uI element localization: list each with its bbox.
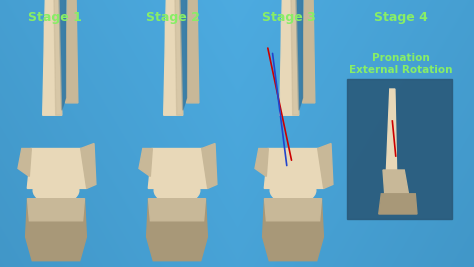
Polygon shape: [386, 89, 397, 170]
Polygon shape: [26, 199, 86, 261]
Polygon shape: [65, 0, 78, 103]
Polygon shape: [139, 148, 152, 176]
Polygon shape: [263, 199, 323, 261]
Ellipse shape: [154, 177, 200, 204]
Text: Stage 4: Stage 4: [374, 11, 428, 24]
Polygon shape: [281, 22, 287, 75]
Ellipse shape: [33, 177, 79, 204]
Bar: [347, 79, 453, 219]
Polygon shape: [18, 148, 31, 176]
Polygon shape: [146, 199, 208, 261]
Polygon shape: [81, 143, 96, 189]
Polygon shape: [164, 22, 171, 75]
Polygon shape: [202, 143, 217, 189]
Polygon shape: [186, 0, 199, 103]
Polygon shape: [379, 194, 417, 214]
Polygon shape: [383, 170, 409, 194]
Polygon shape: [148, 199, 206, 221]
Polygon shape: [280, 0, 299, 115]
Text: Pronation
External Rotation: Pronation External Rotation: [349, 53, 452, 75]
Ellipse shape: [270, 177, 316, 204]
Polygon shape: [264, 199, 321, 221]
Polygon shape: [180, 0, 186, 110]
Text: Stage 1: Stage 1: [27, 11, 82, 24]
Text: Stage 2: Stage 2: [146, 11, 200, 24]
Text: Stage 3: Stage 3: [262, 11, 316, 24]
Polygon shape: [59, 0, 65, 110]
Polygon shape: [175, 0, 182, 115]
Polygon shape: [44, 22, 50, 75]
Polygon shape: [148, 148, 208, 189]
Polygon shape: [296, 0, 302, 110]
Polygon shape: [318, 143, 333, 189]
Polygon shape: [164, 0, 182, 115]
Polygon shape: [291, 0, 299, 115]
Polygon shape: [302, 0, 315, 103]
Polygon shape: [43, 0, 62, 115]
Polygon shape: [54, 0, 62, 115]
Polygon shape: [255, 148, 268, 176]
Polygon shape: [27, 148, 87, 189]
Polygon shape: [27, 199, 84, 221]
Polygon shape: [264, 148, 324, 189]
